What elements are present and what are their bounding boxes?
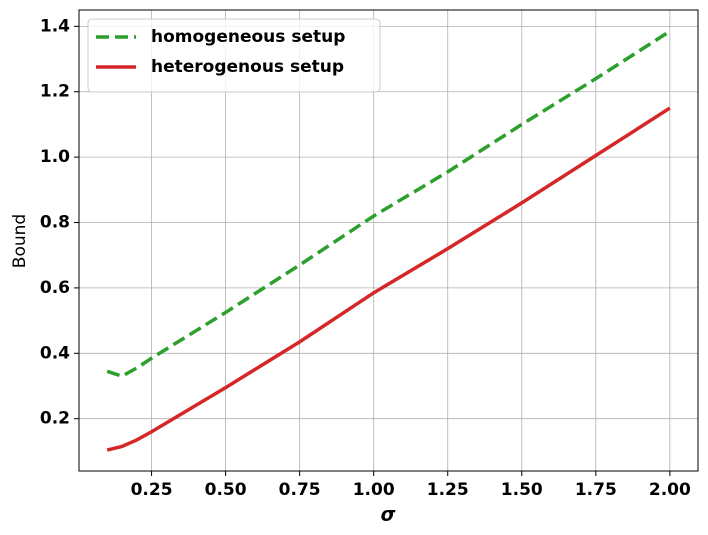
legend: homogeneous setup heterogenous setup [87, 18, 381, 93]
x-tick-label: 2.00 [649, 480, 691, 500]
legend-box [87, 18, 381, 93]
y-tick-label: 0.4 [40, 343, 70, 363]
x-tick-label: 0.75 [279, 480, 321, 500]
series-line [106, 29, 671, 379]
x-tick-label: 1.75 [575, 480, 617, 500]
x-tick-label: 0.50 [205, 480, 247, 500]
y-tick-label: 1.4 [40, 16, 70, 36]
series-line [106, 106, 671, 452]
y-tick-label: 0.8 [40, 213, 70, 233]
y-axis-label: Bound [10, 214, 30, 268]
y-tick-label: 0.6 [40, 278, 70, 298]
legend-label: homogeneous setup [151, 27, 345, 47]
y-tick-label: 1.0 [40, 147, 70, 167]
x-axis-label: σ [381, 504, 396, 526]
y-tick-label: 0.2 [40, 409, 70, 429]
plot-frame [78, 9, 699, 472]
x-tick-label: 1.00 [353, 480, 395, 500]
legend-label: heterogenous setup [151, 57, 344, 77]
x-tick-label: 0.25 [131, 480, 173, 500]
x-tick-label: 1.25 [427, 480, 469, 500]
x-tick-label: 1.50 [501, 480, 543, 500]
y-tick-label: 1.2 [40, 82, 70, 102]
